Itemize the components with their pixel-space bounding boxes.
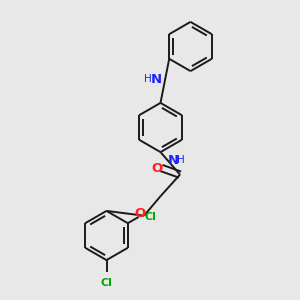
Text: O: O	[134, 207, 146, 220]
Text: N: N	[150, 73, 161, 86]
Text: H: H	[145, 74, 152, 84]
Text: O: O	[151, 161, 162, 175]
Text: Cl: Cl	[145, 212, 157, 222]
Text: N: N	[168, 154, 179, 167]
Text: H: H	[177, 155, 185, 165]
Text: Cl: Cl	[100, 278, 112, 287]
